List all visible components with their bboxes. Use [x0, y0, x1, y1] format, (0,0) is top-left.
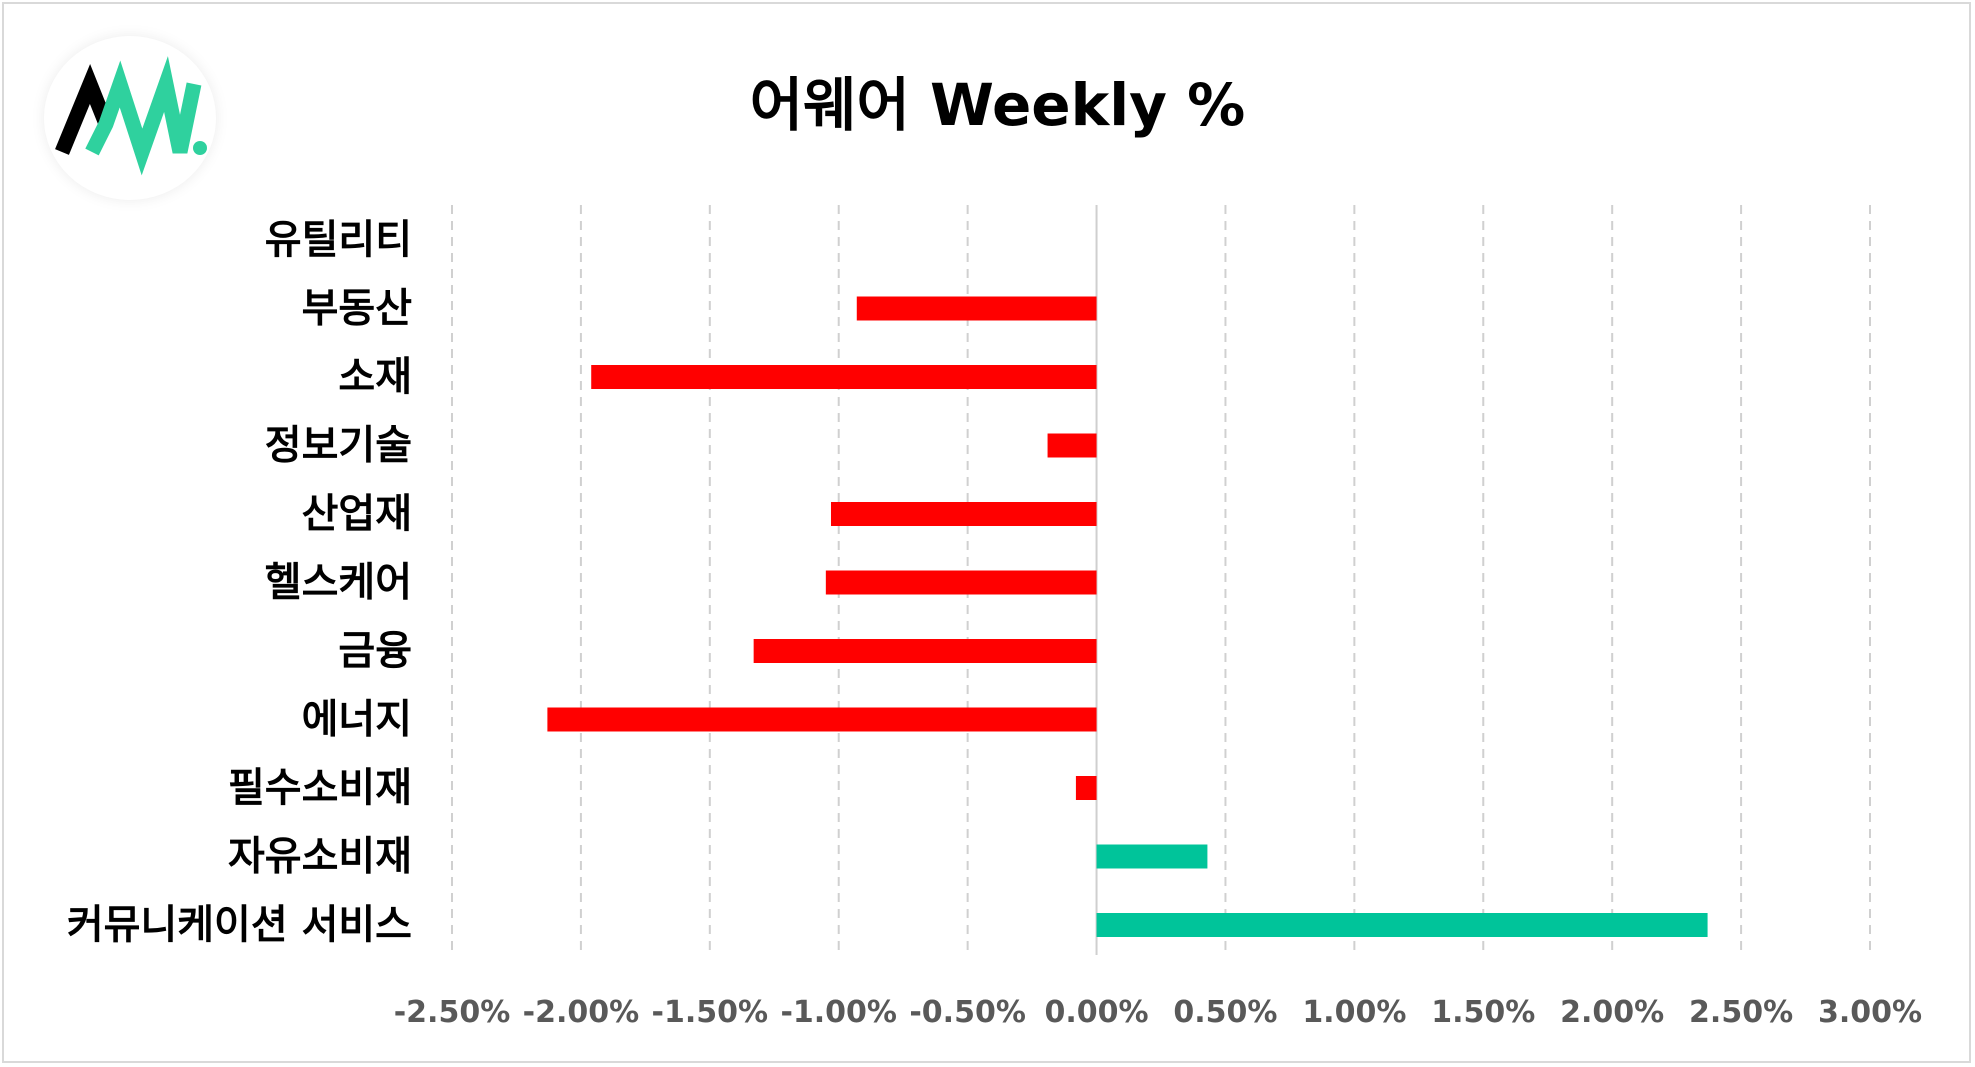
tick-label-0: -2.50%: [394, 995, 511, 1030]
bar-3: [1047, 433, 1097, 458]
brand-logo: [44, 36, 216, 200]
tick-label-3: -1.00%: [780, 995, 897, 1030]
category-label-9: 자유소비재: [228, 834, 412, 880]
bar-7: [547, 707, 1097, 732]
category-label-4: 산업재: [302, 491, 412, 537]
bar-6: [753, 639, 1097, 663]
tick-label-7: 1.00%: [1302, 995, 1406, 1030]
bar-4: [830, 502, 1097, 526]
category-labels: 유틸리티부동산소재정보기술산업재헬스케어금융에너지필수소비재자유소비재커뮤니케이…: [67, 217, 412, 948]
tick-label-5: 0.00%: [1045, 995, 1149, 1030]
bar-5: [825, 570, 1097, 595]
tick-label-11: 3.00%: [1818, 995, 1922, 1030]
aw-logo-icon: [55, 56, 207, 176]
tick-label-8: 1.50%: [1431, 995, 1535, 1030]
bar-10: [1096, 913, 1708, 937]
bar-2: [591, 365, 1097, 389]
tick-label-6: 0.50%: [1173, 995, 1277, 1030]
tick-label-4: -0.50%: [909, 995, 1026, 1030]
tick-label-10: 2.50%: [1689, 995, 1793, 1030]
category-label-8: 필수소비재: [228, 765, 412, 811]
bar-8: [1075, 776, 1097, 800]
tick-labels: -2.50% -2.00% -1.50% -1.00% -0.50% 0.00% 0.50%…: [394, 995, 1922, 1030]
bar-9: [1096, 844, 1208, 869]
chart-title: 어웨어 Weekly %: [749, 71, 1246, 139]
category-label-3: 정보기술: [265, 423, 412, 469]
tick-label-9: 2.00%: [1560, 995, 1664, 1030]
category-label-5: 헬스케어: [265, 560, 412, 606]
tick-label-2: -1.50%: [652, 995, 769, 1030]
bar-1: [856, 296, 1097, 321]
category-label-7: 에너지: [302, 697, 412, 743]
category-label-10: 커뮤니케이션 서비스: [67, 902, 412, 948]
category-label-2: 소재: [338, 354, 412, 400]
category-label-0: 유틸리티: [265, 217, 412, 263]
bars: [547, 296, 1708, 937]
category-label-1: 부동산: [302, 286, 413, 332]
category-label-6: 금융: [338, 628, 412, 674]
tick-label-1: -2.00%: [523, 995, 640, 1030]
gridlines: [451, 205, 1871, 955]
